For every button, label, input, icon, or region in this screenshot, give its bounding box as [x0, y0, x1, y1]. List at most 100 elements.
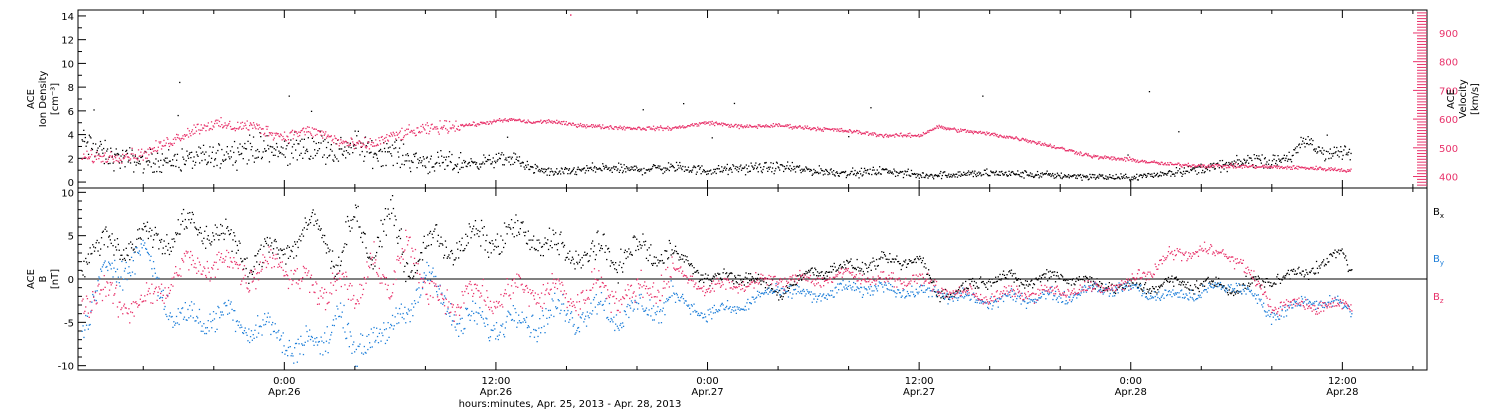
- density-point: [622, 172, 623, 173]
- density-point: [815, 170, 816, 171]
- velocity-point: [259, 127, 260, 128]
- density-point: [1290, 159, 1291, 160]
- bx-point: [320, 230, 321, 231]
- density-point: [958, 175, 959, 176]
- density-point: [408, 155, 409, 156]
- bx-point: [90, 247, 91, 248]
- bx-point: [231, 251, 232, 252]
- bx-point: [484, 226, 485, 227]
- bx-point: [501, 251, 502, 252]
- velocity-point: [491, 123, 492, 124]
- velocity-point: [617, 129, 618, 130]
- by-point: [212, 320, 213, 321]
- density-point: [1200, 167, 1201, 168]
- density-point: [186, 160, 187, 161]
- bx-point: [547, 239, 548, 240]
- bx-point: [1258, 276, 1259, 277]
- velocity-point: [116, 160, 117, 161]
- velocity-point: [616, 127, 617, 128]
- density-point: [1162, 172, 1163, 173]
- velocity-point: [578, 124, 579, 125]
- velocity-point: [666, 128, 667, 129]
- bx-point: [148, 238, 149, 239]
- velocity-point: [153, 151, 154, 152]
- density-point: [664, 171, 665, 172]
- bx-point: [428, 245, 429, 246]
- bx-point: [823, 275, 824, 276]
- density-point: [219, 144, 220, 145]
- density-point: [477, 166, 478, 167]
- field-tick-label: 0: [68, 275, 74, 286]
- velocity-point: [274, 133, 275, 134]
- density-point: [346, 150, 347, 151]
- density-point: [428, 173, 429, 174]
- density-point: [513, 153, 514, 154]
- density-point: [1151, 173, 1152, 174]
- bx-point: [916, 262, 917, 263]
- density-point: [801, 172, 802, 173]
- bx-point: [99, 255, 100, 256]
- bx-point: [924, 263, 925, 264]
- bx-point: [164, 240, 165, 241]
- density-point: [189, 152, 190, 153]
- bx-point: [1145, 282, 1146, 283]
- bx-point: [984, 284, 985, 285]
- density-point: [1220, 172, 1221, 173]
- velocity-point: [1330, 170, 1331, 171]
- density-point: [540, 170, 541, 171]
- velocity-point: [800, 126, 801, 127]
- bx-point: [1067, 280, 1068, 281]
- by-point: [232, 320, 233, 321]
- density-point: [425, 167, 426, 168]
- bx-point: [973, 285, 974, 286]
- by-point: [127, 279, 128, 280]
- density-point: [441, 156, 442, 157]
- density-point: [881, 174, 882, 175]
- bx-point: [641, 245, 642, 246]
- velocity-point: [407, 134, 408, 135]
- density-point: [526, 167, 527, 168]
- velocity-point: [405, 134, 406, 135]
- density-point: [199, 162, 200, 163]
- velocity-point: [1026, 141, 1027, 142]
- bx-point: [596, 254, 597, 255]
- bx-point: [312, 212, 313, 213]
- bx-point: [448, 254, 449, 255]
- velocity-point: [309, 127, 310, 128]
- velocity-point: [1050, 145, 1051, 146]
- density-point: [863, 171, 864, 172]
- bx-point: [1136, 282, 1137, 283]
- bx-point: [319, 226, 320, 227]
- bx-point: [503, 247, 504, 248]
- by-point: [176, 316, 177, 317]
- velocity-point: [1331, 167, 1332, 168]
- bx-point: [321, 228, 322, 229]
- velocity-point: [397, 133, 398, 134]
- velocity-point: [1236, 167, 1237, 168]
- velocity-point: [704, 121, 705, 122]
- bx-point: [883, 252, 884, 253]
- bx-point: [787, 287, 788, 288]
- velocity-point: [475, 124, 476, 125]
- density-point: [358, 131, 359, 132]
- velocity-point: [610, 125, 611, 126]
- velocity-point: [458, 126, 459, 127]
- density-point: [595, 171, 596, 172]
- density-point: [691, 172, 692, 173]
- density-point: [322, 157, 323, 158]
- density-point: [329, 155, 330, 156]
- by-point: [129, 272, 130, 273]
- density-point: [1266, 164, 1267, 165]
- bx-point: [186, 226, 187, 227]
- density-point: [1050, 173, 1051, 174]
- density-point: [555, 172, 556, 173]
- density-point: [1316, 148, 1317, 149]
- bx-point: [766, 282, 767, 283]
- density-point: [786, 165, 787, 166]
- bx-point: [683, 255, 684, 256]
- density-point: [392, 145, 393, 146]
- bx-point: [117, 238, 118, 239]
- velocity-point: [713, 123, 714, 124]
- density-point: [404, 164, 405, 165]
- bx-point: [605, 245, 606, 246]
